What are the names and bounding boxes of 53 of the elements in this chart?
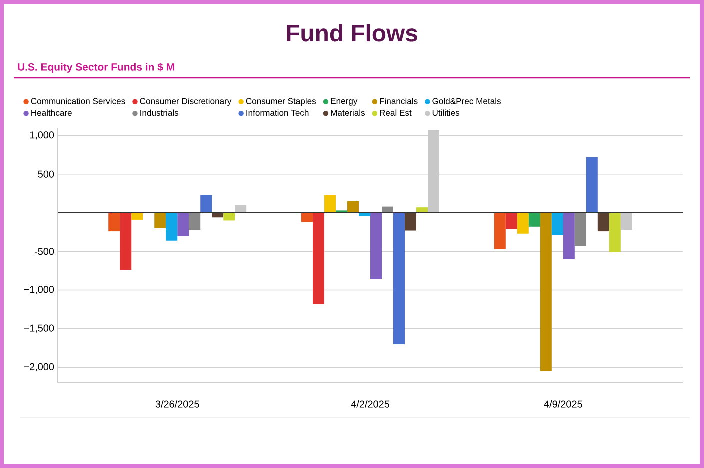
bar: [528, 212, 540, 227]
bar: [506, 212, 518, 230]
bar: [494, 212, 506, 250]
legend-label: Consumer Discretionary: [140, 98, 232, 106]
bar: [154, 212, 166, 228]
bar: [324, 195, 336, 213]
legend-label: Industrials: [140, 110, 179, 116]
y-tick-label: −1,500: [24, 324, 54, 334]
legend-label: Energy: [331, 98, 358, 106]
bar: [348, 201, 360, 213]
bar: [563, 212, 575, 260]
bar: [313, 212, 325, 304]
bar: [586, 157, 598, 213]
bar: [108, 212, 120, 232]
x-tick-label: 4/2/2025: [351, 400, 390, 408]
bar: [598, 212, 610, 232]
y-tick-label: 500: [38, 170, 54, 178]
bar: [416, 208, 428, 213]
bar: [609, 212, 621, 252]
legend-label: Consumer Staples: [246, 98, 316, 106]
x-tick-label: 4/9/2025: [544, 400, 582, 408]
legend-label: Utilities: [432, 110, 460, 116]
legend-label: Materials: [331, 110, 366, 116]
bar: [189, 212, 201, 230]
chart-title: Fund Flows: [287, 24, 418, 42]
legend-label: Real Est: [380, 110, 412, 116]
x-tick-label: 3/26/2025: [156, 400, 200, 408]
bar: [200, 195, 212, 213]
bar: [302, 212, 314, 222]
bar: [166, 212, 178, 241]
legend-label: Gold&Prec Metals: [432, 98, 501, 104]
y-tick-label: −1,000: [24, 286, 54, 294]
y-tick-label: −2,000: [24, 363, 54, 372]
legend-label: Healthcare: [32, 110, 72, 116]
bar: [235, 205, 247, 213]
bar: [620, 212, 632, 230]
bar: [178, 212, 190, 236]
bar: [540, 212, 552, 372]
chart-subtitle: U.S. Equity Sector Funds in $ M: [18, 63, 174, 73]
legend-label: Communication Services: [31, 98, 126, 104]
legend-label: Information Tech: [246, 110, 309, 116]
y-tick-label: 1,000: [30, 132, 54, 140]
bar: [132, 212, 144, 220]
legend-label: Financials: [380, 98, 418, 104]
bar: [224, 212, 236, 221]
bar: [574, 212, 586, 246]
bar: [552, 212, 564, 236]
y-tick-label: -500: [34, 248, 54, 256]
bar: [120, 212, 132, 270]
bar: [517, 212, 529, 234]
bar: [394, 212, 406, 344]
bar: [370, 212, 382, 280]
bar: [405, 212, 417, 231]
